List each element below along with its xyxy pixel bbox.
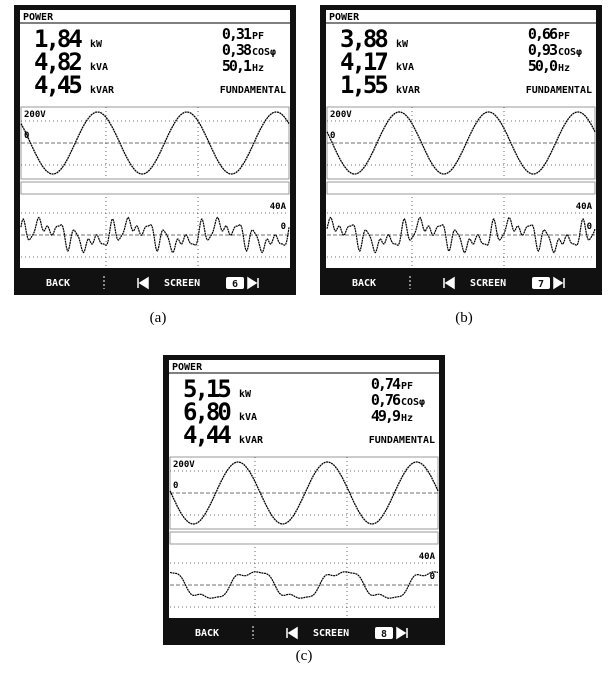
voltage-zero: 0 [330, 131, 335, 141]
reading-unit: kW [239, 389, 252, 400]
voltage-scale: 200V [330, 110, 352, 120]
current-scale: 40A [270, 202, 287, 212]
separator [170, 532, 438, 544]
factor-value: 50,0 [528, 57, 558, 75]
factor-unit: Hz [401, 413, 413, 424]
back-button: BACK [46, 278, 70, 289]
voltage-zero: 0 [24, 131, 29, 141]
mode: FUNDAMENTAL [526, 85, 592, 96]
factor-unit: COSφ [252, 47, 276, 58]
screen-label: SCREEN [164, 278, 200, 289]
factor-unit: PF [401, 381, 413, 392]
factor-unit: PF [558, 31, 570, 42]
mode: FUNDAMENTAL [220, 85, 286, 96]
current-scale: 40A [419, 552, 436, 562]
separator [21, 182, 289, 194]
factor-unit: COSφ [558, 47, 582, 58]
voltage-zero: 0 [173, 481, 178, 491]
page-number: 8 [381, 629, 387, 640]
reading-unit: kVAR [396, 85, 421, 96]
reading-value: 1,55 [340, 71, 387, 99]
back-button: BACK [195, 628, 219, 639]
page-number: 6 [232, 279, 238, 290]
header: POWER [329, 12, 360, 23]
current-zero: 0 [430, 572, 435, 582]
current-zero: 0 [281, 222, 286, 232]
caption: (c) [296, 648, 313, 664]
reading-unit: kVAR [90, 85, 115, 96]
reading-unit: kVA [90, 62, 108, 73]
figure: POWER1,84kW4,82kVA4,45kVAR0,31PF0,38COSφ… [0, 0, 609, 675]
factor-value: 49,9 [371, 407, 401, 425]
factor-unit: Hz [252, 63, 264, 74]
page-number: 7 [538, 279, 544, 290]
factor-unit: PF [252, 31, 264, 42]
separator [327, 182, 595, 194]
caption: (b) [455, 310, 473, 326]
reading-value: 4,45 [34, 71, 81, 99]
current-box [327, 197, 595, 267]
reading-unit: kVA [396, 62, 414, 73]
reading-unit: kW [90, 39, 103, 50]
screen-label: SCREEN [313, 628, 349, 639]
reading-value: 4,44 [183, 421, 231, 449]
screen-label: SCREEN [470, 278, 506, 289]
reading-unit: kVAR [239, 435, 264, 446]
current-box [170, 547, 438, 617]
header: POWER [172, 362, 203, 373]
current-scale: 40A [576, 202, 593, 212]
current-zero: 0 [587, 222, 592, 232]
current-box [21, 197, 289, 267]
reading-unit: kVA [239, 412, 257, 423]
factor-value: 50,1 [222, 57, 252, 75]
factor-unit: Hz [558, 63, 570, 74]
header: POWER [23, 12, 54, 23]
mode: FUNDAMENTAL [369, 435, 435, 446]
voltage-scale: 200V [24, 110, 46, 120]
back-button: BACK [352, 278, 376, 289]
voltage-scale: 200V [173, 460, 195, 470]
caption: (a) [150, 310, 167, 326]
factor-unit: COSφ [401, 397, 425, 408]
reading-unit: kW [396, 39, 409, 50]
